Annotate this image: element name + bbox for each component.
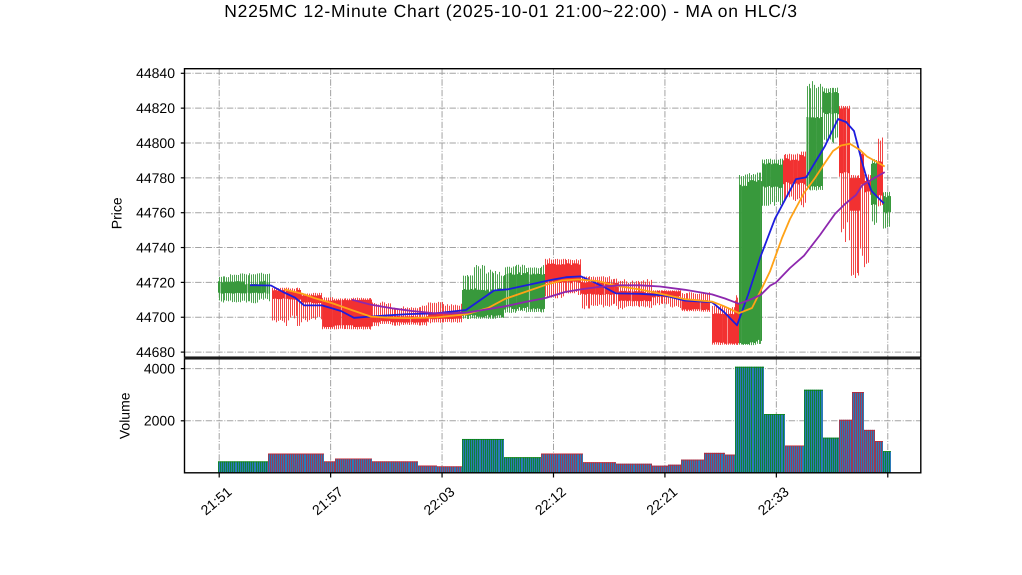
svg-text:4000: 4000 — [144, 361, 175, 377]
svg-text:44760: 44760 — [136, 205, 175, 221]
svg-text:44700: 44700 — [136, 309, 175, 325]
svg-text:N225MC 12-Minute Chart (2025-1: N225MC 12-Minute Chart (2025-10-01 21:00… — [224, 1, 797, 21]
svg-text:44680: 44680 — [136, 344, 175, 360]
svg-text:44800: 44800 — [136, 135, 175, 151]
svg-text:2000: 2000 — [144, 413, 175, 429]
svg-text:44780: 44780 — [136, 170, 175, 186]
svg-text:Volume: Volume — [116, 392, 132, 439]
svg-text:44820: 44820 — [136, 100, 175, 116]
svg-text:44740: 44740 — [136, 240, 175, 256]
svg-text:44720: 44720 — [136, 274, 175, 290]
svg-text:44840: 44840 — [136, 65, 175, 81]
svg-text:Price: Price — [108, 197, 124, 229]
